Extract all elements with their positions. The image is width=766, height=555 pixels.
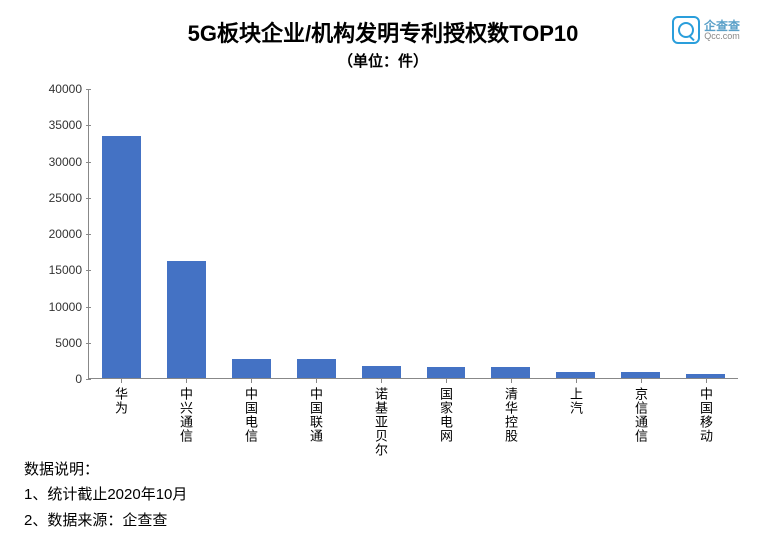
x-label: 上汽: [566, 387, 585, 457]
logo-text-cn: 企查查: [704, 20, 740, 32]
bars-container: [89, 89, 738, 378]
bar-slot: [154, 89, 219, 378]
bar-slot: [219, 89, 284, 378]
bar: [362, 366, 401, 378]
y-axis: 4000035000300002500020000150001000050000: [38, 89, 82, 379]
x-label: 清华控股: [501, 387, 520, 457]
bar-chart: 4000035000300002500020000150001000050000…: [88, 89, 738, 379]
chart-title: 5G板块企业/机构发明专利授权数TOP10: [188, 16, 579, 48]
bar-slot: [89, 89, 154, 378]
y-tick: 25000: [49, 191, 82, 205]
search-icon: [672, 16, 700, 44]
bar: [427, 367, 466, 378]
chart-subtitle: （单位：件）: [20, 50, 746, 71]
y-tick: 0: [75, 372, 82, 386]
y-tick: 20000: [49, 227, 82, 241]
footnotes: 数据说明： 1、统计截止2020年10月 2、数据来源：企查查: [24, 457, 187, 534]
x-label: 中国移动: [696, 387, 715, 457]
bar: [491, 367, 530, 378]
x-label: 京信通信: [631, 387, 650, 457]
bar-slot: [673, 89, 738, 378]
x-label: 中国电信: [241, 387, 260, 457]
x-label: 中兴通信: [176, 387, 195, 457]
y-tick: 10000: [49, 300, 82, 314]
plot-area: [88, 89, 738, 379]
bar-slot: [478, 89, 543, 378]
y-tick: 30000: [49, 155, 82, 169]
bar-slot: [414, 89, 479, 378]
x-label: 中国联通: [306, 387, 325, 457]
x-label: 诺基亚贝尔: [371, 387, 390, 457]
bar-slot: [349, 89, 414, 378]
y-tick: 35000: [49, 118, 82, 132]
bar: [102, 136, 141, 378]
notes-line2: 2、数据来源：企查查: [24, 508, 187, 534]
bar-slot: [608, 89, 673, 378]
bar-slot: [284, 89, 349, 378]
x-label: 华为: [111, 387, 130, 457]
bar-slot: [543, 89, 608, 378]
logo-text-en: Qcc.com: [704, 32, 740, 41]
y-tick: 5000: [55, 336, 82, 350]
x-label: 国家电网: [436, 387, 455, 457]
notes-line1: 1、统计截止2020年10月: [24, 482, 187, 508]
brand-logo: 企查查 Qcc.com: [672, 16, 740, 44]
bar: [232, 359, 271, 378]
notes-heading: 数据说明：: [24, 457, 187, 483]
bar: [297, 359, 336, 379]
y-tick: 15000: [49, 263, 82, 277]
y-tick: 40000: [49, 82, 82, 96]
bar: [167, 261, 206, 378]
x-axis-labels: 华为 中兴通信 中国电信 中国联通 诺基亚贝尔 国家电网 清华控股 上汽 京信通信 中国移动: [88, 387, 738, 457]
